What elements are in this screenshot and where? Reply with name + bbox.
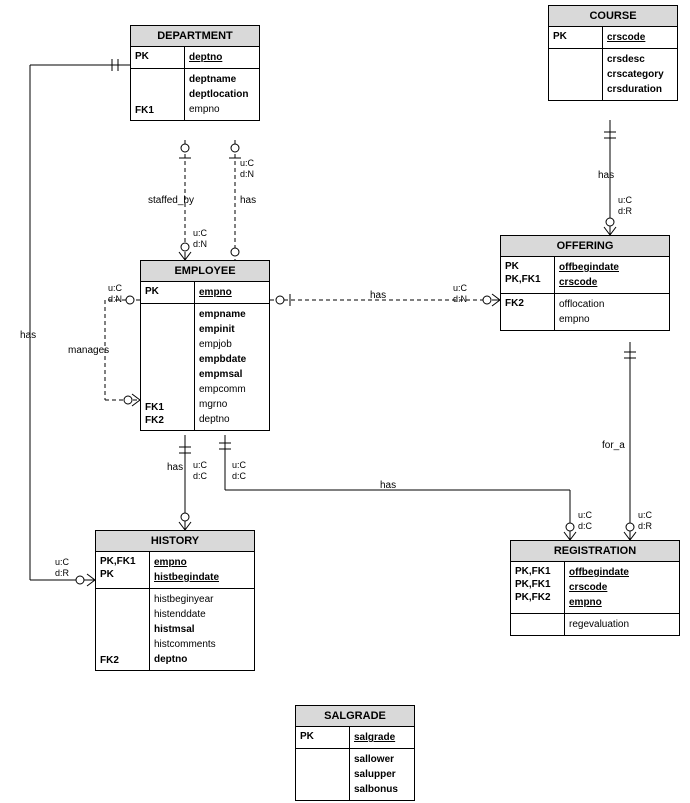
- card: u:C d:R: [55, 557, 69, 579]
- label-manages: manages: [68, 345, 109, 356]
- entity-title: HISTORY: [96, 531, 254, 552]
- pk-attrs: offbegindatecrscode: [555, 257, 669, 293]
- key-cell: FK1 FK2: [141, 304, 195, 430]
- label-has-depthist: has: [20, 330, 36, 341]
- pk-attrs: offbegindatecrscodeempno: [565, 562, 679, 613]
- entity-offering: OFFERING PK PK,FK1 offbegindatecrscode F…: [500, 235, 670, 331]
- card: u:C d:N: [453, 283, 467, 305]
- card: u:C d:C: [193, 460, 207, 482]
- card: u:C d:R: [638, 510, 652, 532]
- entity-title: OFFERING: [501, 236, 669, 257]
- card: u:C d:C: [232, 460, 246, 482]
- entity-course: COURSE PK crscode crsdesccrscategorycrsd…: [548, 5, 678, 101]
- entity-history: HISTORY PK,FK1 PK empnohistbegindate FK2…: [95, 530, 255, 671]
- attrs: histbeginyearhistenddatehistmsalhistcomm…: [150, 589, 254, 670]
- entity-title: SALGRADE: [296, 706, 414, 727]
- card: u:C d:N: [108, 283, 122, 305]
- entity-title: DEPARTMENT: [131, 26, 259, 47]
- entity-registration: REGISTRATION PK,FK1 PK,FK1 PK,FK2 offbeg…: [510, 540, 680, 636]
- label-has-1: has: [240, 195, 256, 206]
- entity-title: COURSE: [549, 6, 677, 27]
- card: u:C d:C: [578, 510, 592, 532]
- attrs: deptnamedeptlocationempno: [185, 69, 259, 120]
- attrs: regevaluation: [565, 614, 679, 635]
- attrs: sallowersaluppersalbonus: [350, 749, 414, 800]
- attrs: offlocationempno: [555, 294, 669, 330]
- entity-salgrade: SALGRADE PK salgrade sallowersaluppersal…: [295, 705, 415, 801]
- label-has-course: has: [598, 170, 614, 181]
- key-cell: FK1: [131, 69, 185, 120]
- label-staffed-by: staffed_by: [148, 195, 194, 206]
- card: u:C d:R: [618, 195, 632, 217]
- card: u:C d:N: [193, 228, 207, 250]
- label-has-emphist: has: [167, 462, 183, 473]
- entity-title: EMPLOYEE: [141, 261, 269, 282]
- attrs: empnameempinitempjobempbdateempmsalempco…: [195, 304, 269, 430]
- er-canvas: DEPARTMENT PK deptno FK1 deptnamedeptloc…: [0, 0, 690, 803]
- attrs: crsdesccrscategorycrsduration: [603, 49, 677, 100]
- connectors: [0, 0, 690, 803]
- label-has-empreg: has: [380, 480, 396, 491]
- label-for-a: for_a: [602, 440, 625, 451]
- card: u:C d:N: [240, 158, 254, 180]
- entity-employee: EMPLOYEE PK empno FK1 FK2 empnameempinit…: [140, 260, 270, 431]
- pk-attrs: empnohistbegindate: [150, 552, 254, 588]
- entity-title: REGISTRATION: [511, 541, 679, 562]
- entity-department: DEPARTMENT PK deptno FK1 deptnamedeptloc…: [130, 25, 260, 121]
- label-has-empoff: has: [370, 290, 386, 301]
